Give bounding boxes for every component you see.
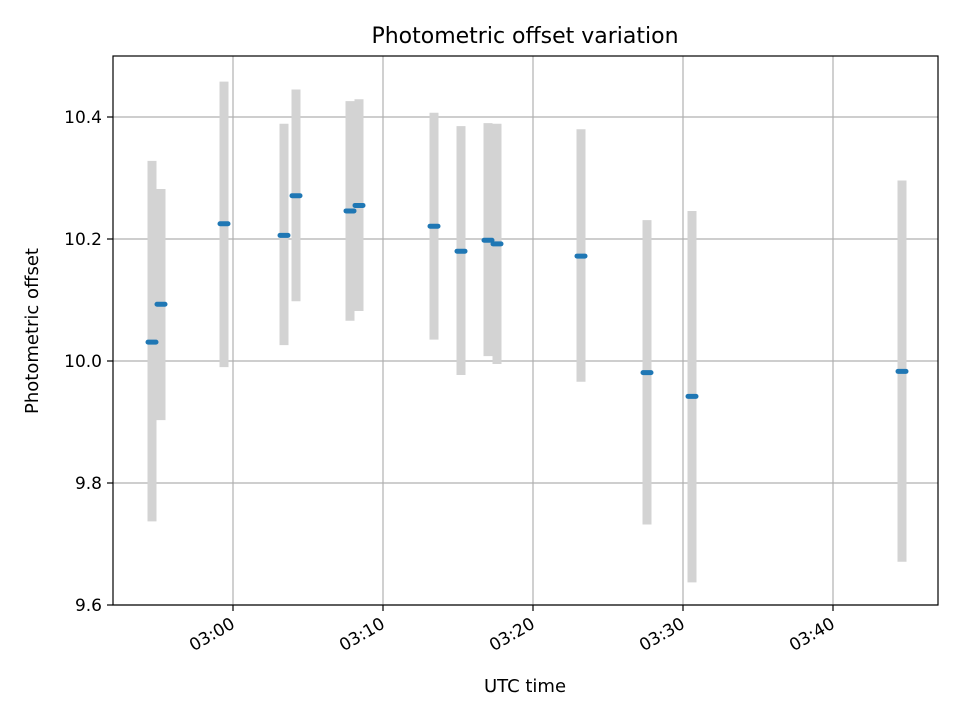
y-tick-label: 10.0 <box>64 352 102 372</box>
y-axis: 9.6 9.8 10.0 10.2 10.4 <box>64 108 113 616</box>
x-axis-label: UTC time <box>484 676 566 697</box>
chart-title: Photometric offset variation <box>371 24 678 49</box>
y-tick-label: 9.8 <box>75 474 102 494</box>
grid <box>113 56 938 606</box>
y-tick-label: 10.4 <box>64 108 102 128</box>
data-points <box>145 193 909 399</box>
y-tick-label: 9.6 <box>75 596 102 616</box>
y-tick-label: 10.2 <box>64 230 102 250</box>
plot-frame <box>112 55 939 606</box>
y-axis-label: Photometric offset <box>22 248 43 414</box>
